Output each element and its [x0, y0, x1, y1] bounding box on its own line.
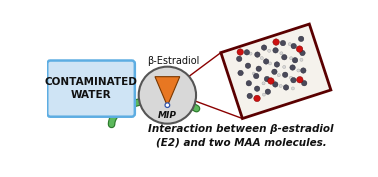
- Circle shape: [298, 36, 304, 42]
- Circle shape: [273, 48, 278, 53]
- Circle shape: [254, 95, 260, 102]
- Circle shape: [272, 69, 277, 75]
- Circle shape: [261, 45, 267, 50]
- Circle shape: [280, 40, 286, 46]
- Circle shape: [139, 67, 196, 124]
- Polygon shape: [221, 24, 331, 119]
- Circle shape: [300, 58, 303, 61]
- Circle shape: [301, 68, 306, 73]
- Circle shape: [238, 70, 243, 76]
- Circle shape: [290, 65, 295, 70]
- Circle shape: [280, 52, 283, 55]
- Circle shape: [264, 76, 270, 82]
- Circle shape: [277, 74, 280, 77]
- Circle shape: [273, 82, 278, 87]
- Circle shape: [265, 89, 271, 94]
- Circle shape: [249, 52, 252, 55]
- Circle shape: [260, 56, 263, 60]
- Circle shape: [302, 81, 307, 86]
- Circle shape: [254, 86, 260, 91]
- Circle shape: [279, 84, 282, 87]
- Circle shape: [274, 62, 280, 67]
- Circle shape: [284, 85, 289, 90]
- Circle shape: [268, 49, 271, 52]
- Circle shape: [291, 87, 294, 90]
- Circle shape: [297, 69, 300, 72]
- Circle shape: [273, 39, 279, 45]
- Circle shape: [237, 56, 242, 62]
- Circle shape: [268, 62, 272, 65]
- Circle shape: [300, 50, 305, 56]
- Circle shape: [290, 76, 293, 79]
- Text: CONTAMINATED
WATER: CONTAMINATED WATER: [45, 77, 138, 100]
- Circle shape: [252, 72, 256, 75]
- Circle shape: [246, 81, 251, 86]
- Text: Interaction between β-estradiol
(E2) and two MAA molecules.: Interaction between β-estradiol (E2) and…: [148, 124, 334, 148]
- Circle shape: [245, 63, 251, 68]
- Circle shape: [262, 93, 265, 96]
- Circle shape: [255, 52, 260, 57]
- Circle shape: [262, 82, 265, 85]
- Circle shape: [291, 78, 296, 83]
- Circle shape: [288, 43, 291, 46]
- Circle shape: [254, 73, 259, 79]
- Circle shape: [268, 78, 274, 84]
- Circle shape: [244, 50, 249, 55]
- FancyBboxPatch shape: [47, 61, 135, 117]
- Circle shape: [165, 103, 170, 107]
- Text: β-Estradiol: β-Estradiol: [147, 56, 200, 66]
- Circle shape: [290, 57, 293, 60]
- Circle shape: [282, 72, 288, 78]
- Circle shape: [282, 55, 287, 60]
- Circle shape: [237, 49, 243, 55]
- Circle shape: [292, 58, 298, 63]
- Text: MIP: MIP: [158, 111, 177, 120]
- Polygon shape: [155, 77, 180, 106]
- Circle shape: [256, 66, 262, 72]
- Circle shape: [263, 59, 269, 64]
- Circle shape: [291, 43, 296, 49]
- Circle shape: [297, 76, 303, 83]
- Circle shape: [283, 65, 286, 68]
- Circle shape: [296, 46, 303, 52]
- Circle shape: [247, 93, 253, 99]
